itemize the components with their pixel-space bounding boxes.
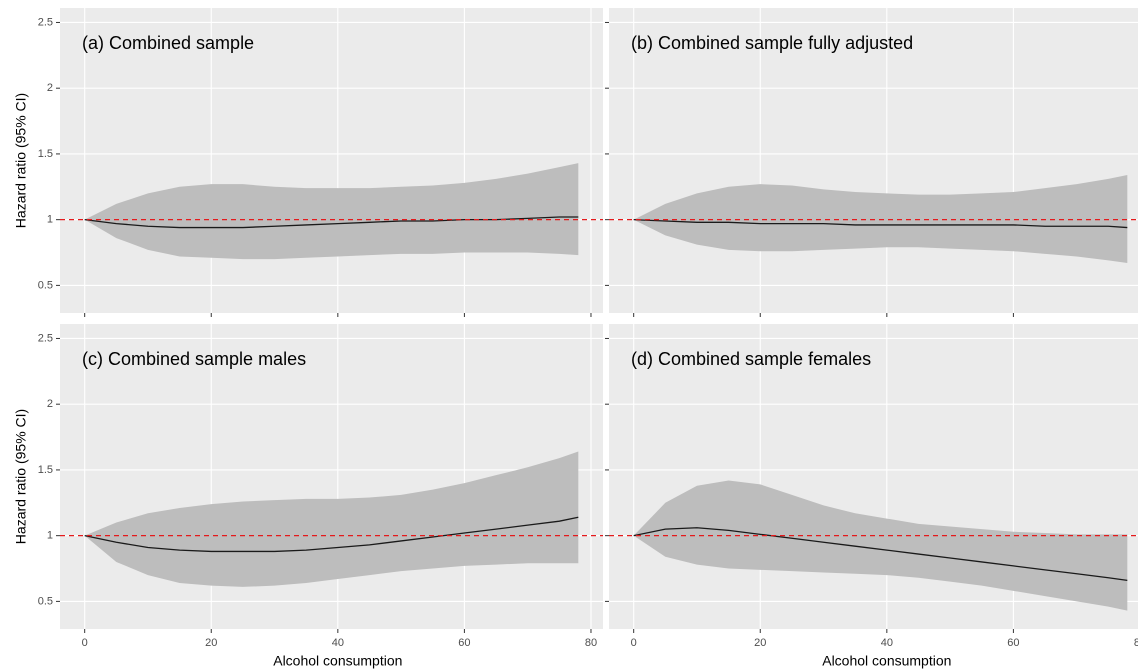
y-tick-label: 2	[47, 82, 53, 94]
ci-band	[633, 174, 1128, 264]
x-tick-label: 20	[754, 637, 766, 649]
panel-background	[60, 8, 603, 313]
ci-band	[633, 480, 1128, 611]
panel	[609, 324, 1138, 629]
x-axis-label: Alcohol consumption	[822, 653, 951, 669]
y-axis-label: Hazard ratio (95% CI)	[13, 409, 29, 544]
x-tick-label: 40	[332, 637, 344, 649]
panel-title: (c) Combined sample males	[82, 349, 306, 369]
x-tick-label: 20	[205, 637, 217, 649]
x-tick-label: 80	[1134, 637, 1138, 649]
panel-title: (a) Combined sample	[82, 33, 254, 53]
y-tick-label: 2.5	[38, 16, 53, 28]
y-tick-label: 2.5	[38, 332, 53, 344]
y-tick-label: 0.5	[38, 279, 53, 291]
estimate-line	[84, 516, 579, 553]
x-tick-label: 80	[585, 637, 597, 649]
panel-title: (d) Combined sample females	[631, 349, 871, 369]
ci-band	[84, 451, 579, 587]
x-tick-label: 0	[82, 637, 88, 649]
ci-band	[84, 163, 579, 260]
panel	[609, 8, 1138, 313]
x-tick-label: 60	[1007, 637, 1019, 649]
panel	[60, 324, 603, 629]
estimate-line	[633, 527, 1128, 582]
y-axis-label: Hazard ratio (95% CI)	[13, 93, 29, 228]
x-axis-label: Alcohol consumption	[273, 653, 402, 669]
x-tick-label: 0	[631, 637, 637, 649]
panel-background	[609, 8, 1138, 313]
y-tick-label: 1.5	[38, 464, 53, 476]
panel-title: (b) Combined sample fully adjusted	[631, 33, 913, 53]
y-tick-label: 1	[47, 530, 53, 542]
x-tick-label: 40	[881, 637, 893, 649]
estimate-line	[84, 216, 579, 229]
y-tick-label: 2	[47, 398, 53, 410]
y-tick-label: 1	[47, 214, 53, 226]
y-tick-label: 1.5	[38, 148, 53, 160]
panel	[60, 8, 603, 313]
estimate-line	[633, 219, 1128, 229]
x-tick-label: 60	[458, 637, 470, 649]
y-tick-label: 0.5	[38, 595, 53, 607]
